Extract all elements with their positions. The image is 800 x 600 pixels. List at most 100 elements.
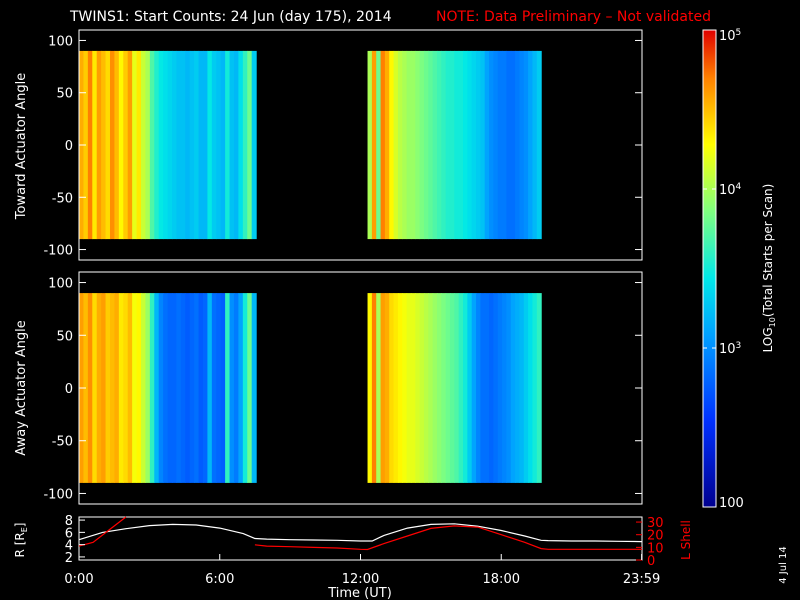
heatmap-cell bbox=[194, 50, 200, 240]
heatmap-cell bbox=[415, 293, 421, 483]
x-tick-label: 23:59 bbox=[623, 572, 660, 587]
heatmap-cell bbox=[114, 50, 120, 240]
x-tick-label: 6:00 bbox=[205, 572, 234, 587]
heatmap-cell bbox=[367, 293, 373, 483]
heatmap-cell bbox=[176, 50, 182, 240]
lshell-tick-label: 0 bbox=[647, 554, 655, 569]
away-heatmap-panel: 100 50 0 -50 -100 Away Actuator Angle bbox=[14, 271, 643, 505]
heatmap-cell bbox=[480, 50, 486, 240]
away-y-axis-label: Away Actuator Angle bbox=[14, 320, 29, 455]
heatmap-cell bbox=[419, 293, 425, 483]
heatmap-cell bbox=[532, 50, 538, 240]
heatmap-cell bbox=[145, 50, 151, 240]
heatmap-cell bbox=[123, 50, 129, 240]
lshell-tick-label: 20 bbox=[647, 529, 664, 544]
heatmap-cell bbox=[410, 50, 416, 240]
heatmap-cell bbox=[393, 50, 399, 240]
heatmap-cell bbox=[384, 293, 390, 483]
heatmap-cell bbox=[251, 293, 257, 483]
heatmap-cell bbox=[145, 293, 151, 483]
heatmap-cell bbox=[198, 293, 204, 483]
heatmap-cell bbox=[132, 50, 138, 240]
heatmap-cell bbox=[449, 293, 455, 483]
heatmap-cell bbox=[376, 293, 382, 483]
colorbar-gradient bbox=[702, 29, 717, 508]
preliminary-note: NOTE: Data Preliminary – Not validated bbox=[436, 9, 711, 25]
heatmap-cell bbox=[432, 293, 438, 483]
heatmap-cell bbox=[371, 293, 377, 483]
heatmap-cell bbox=[238, 293, 244, 483]
heatmap-cell bbox=[87, 50, 93, 240]
heatmap-cell bbox=[118, 50, 124, 240]
heatmap-cell bbox=[180, 50, 186, 240]
colorbar-tick-label: 100 bbox=[719, 496, 744, 511]
r-tick-label: 6 bbox=[65, 526, 73, 541]
heatmap-cell bbox=[233, 293, 239, 483]
heatmap-cell bbox=[114, 293, 120, 483]
heatmap-cell bbox=[484, 293, 490, 483]
heatmap-cell bbox=[202, 50, 209, 240]
time-axis-label: Time (UT) bbox=[327, 586, 392, 600]
heatmap-cell bbox=[132, 293, 138, 483]
heatmap-cell bbox=[423, 293, 429, 483]
heatmap-cell bbox=[105, 293, 111, 483]
heatmap-cell bbox=[220, 50, 226, 240]
y-tick-label: 0 bbox=[65, 139, 73, 154]
heatmap-cell bbox=[109, 50, 116, 240]
heatmap-cell bbox=[415, 50, 421, 240]
heatmap-cell bbox=[523, 293, 529, 483]
heatmap-cell bbox=[158, 293, 164, 483]
heatmap-cell bbox=[242, 50, 248, 240]
heatmap-cell bbox=[367, 50, 373, 240]
heatmap-cell bbox=[536, 50, 542, 240]
heatmap-cell bbox=[189, 293, 195, 483]
heatmap-cell bbox=[528, 293, 534, 483]
heatmap-cell bbox=[506, 293, 512, 483]
heatmap-cell bbox=[458, 50, 464, 240]
lshell-series-line bbox=[78, 516, 127, 547]
x-tick-label: 0:00 bbox=[64, 572, 93, 587]
heatmap-cell bbox=[389, 50, 395, 240]
heatmap-cell bbox=[519, 50, 525, 240]
heatmap-cell bbox=[123, 293, 129, 483]
heatmap-cell bbox=[515, 50, 521, 240]
heatmap-cell bbox=[523, 50, 529, 240]
heatmap-cell bbox=[502, 50, 508, 240]
heatmap-cell bbox=[397, 50, 403, 240]
heatmap-cell bbox=[140, 50, 147, 240]
heatmap-cell bbox=[536, 293, 542, 483]
heatmap-cell bbox=[471, 293, 477, 483]
heatmap-cell bbox=[484, 50, 490, 240]
heatmap-cell bbox=[436, 293, 442, 483]
heatmap-cell bbox=[247, 50, 253, 240]
toward-y-axis-label: Toward Actuator Angle bbox=[14, 73, 29, 220]
heatmap-cell bbox=[506, 50, 512, 240]
heatmap-cell bbox=[158, 50, 164, 240]
heatmap-cell bbox=[96, 293, 102, 483]
heatmap-cell bbox=[449, 50, 455, 240]
r-tick-label: 4 bbox=[65, 539, 73, 554]
heatmap-cell bbox=[493, 293, 499, 483]
heatmap-cell bbox=[436, 50, 442, 240]
heatmap-cell bbox=[118, 293, 124, 483]
heatmap-cell bbox=[96, 50, 102, 240]
colorbar-tick-label: 104 bbox=[719, 182, 742, 198]
heatmap-cell bbox=[376, 50, 382, 240]
heatmap-cell bbox=[171, 293, 178, 483]
heatmap-cell bbox=[92, 50, 98, 240]
heatmap-cell bbox=[136, 50, 142, 240]
toward-heatmap-panel: 100 50 0 -50 -100 Toward Actuator Angle bbox=[14, 29, 643, 261]
lshell-axis-label: L Shell bbox=[679, 520, 693, 560]
heatmap-cell bbox=[371, 50, 377, 240]
y-tick-label: 0 bbox=[65, 382, 73, 397]
heatmap-cell bbox=[238, 50, 244, 240]
heatmap-cell bbox=[532, 293, 538, 483]
heatmap-cell bbox=[185, 50, 191, 240]
colorbar-tick-label: 105 bbox=[719, 28, 741, 44]
heatmap-cell bbox=[225, 50, 231, 240]
r-tick-label: 8 bbox=[65, 514, 73, 529]
colorbar-label: LOG10(Total Starts per Scan) bbox=[761, 184, 777, 353]
heatmap-cell bbox=[441, 50, 447, 240]
heatmap-cell bbox=[149, 293, 155, 483]
